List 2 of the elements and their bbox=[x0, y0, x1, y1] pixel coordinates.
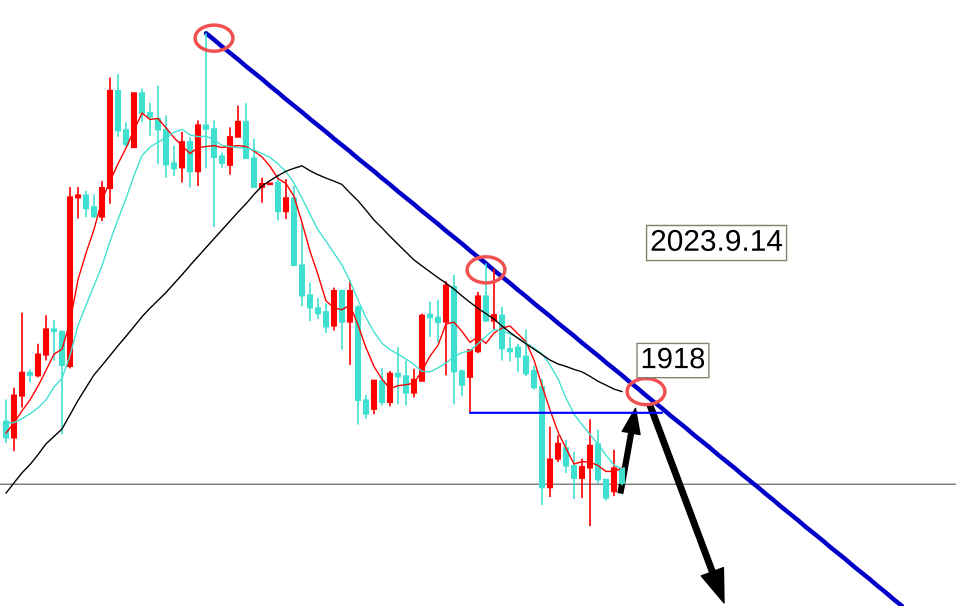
annotation: 2023.9.14 bbox=[652, 230, 782, 252]
annotation: 1918 bbox=[642, 348, 704, 368]
